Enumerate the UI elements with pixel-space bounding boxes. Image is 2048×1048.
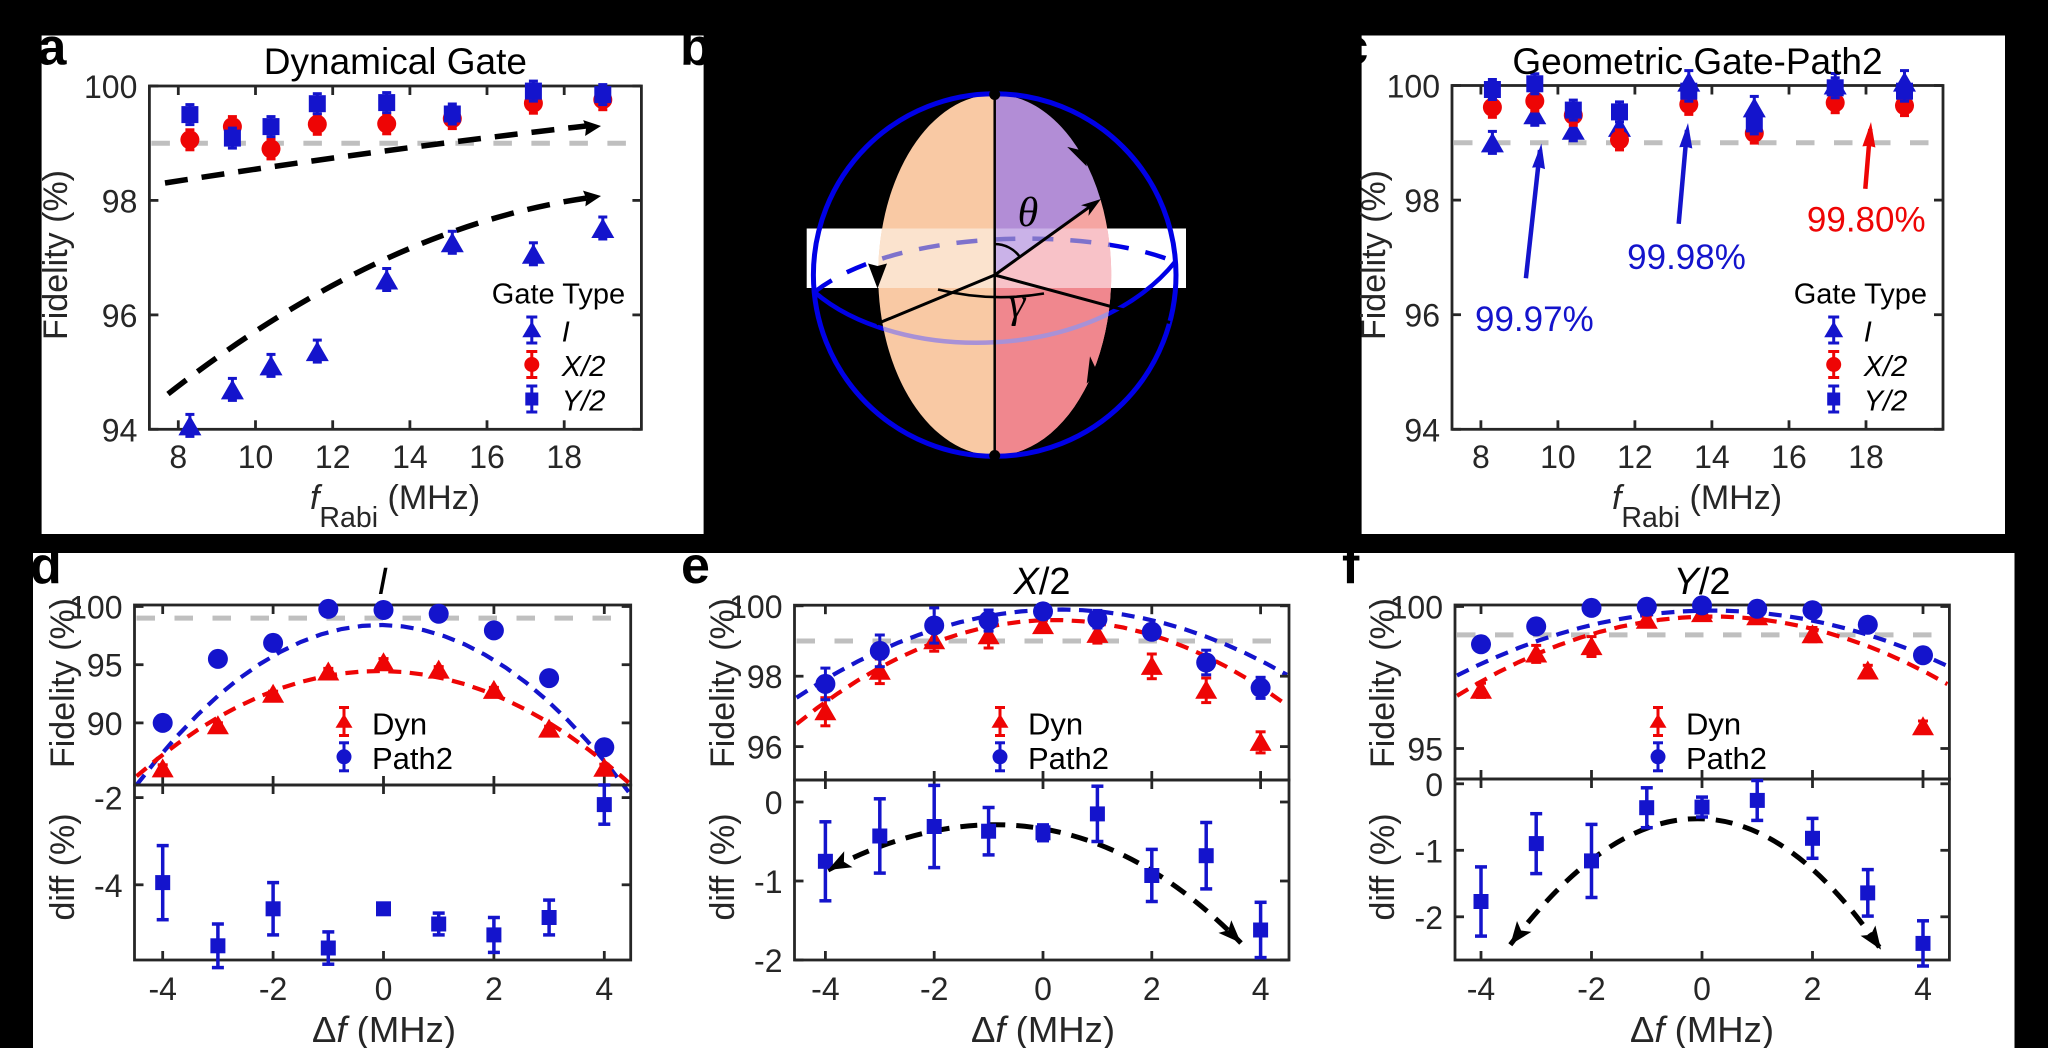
- svg-text:10: 10: [1540, 439, 1576, 475]
- svg-text:c: c: [1340, 19, 1369, 77]
- svg-text:Fidelity (%): Fidelity (%): [1355, 170, 1393, 340]
- svg-text:-2: -2: [920, 971, 948, 1007]
- svg-text:14: 14: [392, 439, 428, 475]
- svg-text:90: 90: [87, 706, 123, 742]
- svg-text:2: 2: [1804, 971, 1822, 1007]
- svg-text:98: 98: [1404, 183, 1440, 219]
- svg-text:b: b: [680, 19, 712, 77]
- svg-text:98: 98: [102, 183, 138, 219]
- svg-text:Geometric Gate-Path2: Geometric Gate-Path2: [1512, 41, 1882, 82]
- svg-text:X/2: X/2: [1863, 351, 1908, 383]
- svg-text:94: 94: [102, 412, 138, 448]
- svg-text:95: 95: [87, 648, 123, 684]
- svg-text:95: 95: [1407, 732, 1443, 768]
- svg-text:99.98%: 99.98%: [1627, 238, 1746, 277]
- svg-text:Y/2: Y/2: [1673, 561, 1730, 603]
- svg-text:10: 10: [238, 439, 274, 475]
- svg-text:θ: θ: [1018, 190, 1039, 236]
- svg-text:Dyn: Dyn: [1686, 707, 1741, 742]
- svg-text:14: 14: [1694, 439, 1730, 475]
- svg-text:e: e: [681, 537, 710, 595]
- svg-text:4: 4: [595, 971, 613, 1007]
- svg-text:96: 96: [102, 298, 138, 334]
- svg-text:18: 18: [546, 439, 582, 475]
- svg-text:100: 100: [69, 590, 122, 626]
- svg-text:-4: -4: [148, 971, 176, 1007]
- svg-text:fRabi (MHz): fRabi (MHz): [310, 479, 480, 534]
- svg-text:16: 16: [1771, 439, 1807, 475]
- svg-text:94: 94: [1404, 412, 1440, 448]
- svg-text:I: I: [377, 561, 388, 603]
- svg-text:Fidelity (%): Fidelity (%): [704, 598, 742, 768]
- svg-text:100: 100: [1390, 590, 1443, 626]
- svg-text:0: 0: [1034, 971, 1052, 1007]
- svg-text:100: 100: [729, 589, 782, 625]
- svg-text:Y/2: Y/2: [562, 386, 606, 418]
- svg-text:X/2: X/2: [561, 351, 606, 383]
- svg-text:X/2: X/2: [1012, 561, 1070, 603]
- svg-text:18: 18: [1848, 439, 1884, 475]
- svg-text:0: 0: [1693, 971, 1711, 1007]
- svg-text:0: 0: [765, 785, 783, 821]
- svg-text:100: 100: [1387, 69, 1440, 105]
- svg-text:2: 2: [485, 971, 503, 1007]
- svg-text:-4: -4: [94, 868, 122, 904]
- svg-text:fRabi (MHz): fRabi (MHz): [1612, 479, 1782, 534]
- svg-text:γ: γ: [1009, 281, 1027, 327]
- svg-text:Path2: Path2: [1028, 741, 1109, 776]
- svg-text:Path2: Path2: [372, 741, 453, 776]
- svg-text:-1: -1: [1415, 833, 1443, 869]
- svg-text:-4: -4: [811, 971, 839, 1007]
- svg-text:Δf (MHz): Δf (MHz): [1630, 1009, 1774, 1048]
- svg-text:96: 96: [1404, 298, 1440, 334]
- svg-text:0: 0: [375, 971, 393, 1007]
- svg-text:diff (%): diff (%): [44, 813, 82, 920]
- svg-text:0: 0: [1425, 767, 1443, 803]
- svg-text:-4: -4: [1467, 971, 1495, 1007]
- svg-text:Δf (MHz): Δf (MHz): [312, 1009, 456, 1048]
- svg-text:8: 8: [1472, 439, 1490, 475]
- svg-text:4: 4: [1252, 971, 1270, 1007]
- svg-text:Fidelity (%): Fidelity (%): [37, 170, 75, 340]
- svg-text:99.80%: 99.80%: [1807, 201, 1926, 240]
- svg-text:-2: -2: [754, 943, 782, 979]
- svg-text:I: I: [562, 317, 570, 349]
- svg-text:4: 4: [1914, 971, 1932, 1007]
- svg-text:d: d: [30, 537, 62, 595]
- svg-text:-2: -2: [94, 781, 122, 817]
- svg-text:12: 12: [1617, 439, 1653, 475]
- svg-text:8: 8: [169, 439, 187, 475]
- svg-text:Gate Type: Gate Type: [492, 279, 625, 311]
- svg-text:-2: -2: [1415, 900, 1443, 936]
- svg-text:Dynamical Gate: Dynamical Gate: [264, 41, 527, 82]
- svg-text:Y/2: Y/2: [1864, 386, 1908, 418]
- svg-text:12: 12: [315, 439, 351, 475]
- svg-text:a: a: [38, 19, 68, 77]
- svg-text:Path2: Path2: [1686, 741, 1767, 776]
- svg-text:98: 98: [747, 659, 783, 695]
- svg-text:99.97%: 99.97%: [1475, 300, 1594, 339]
- svg-text:16: 16: [469, 439, 505, 475]
- svg-text:-1: -1: [754, 864, 782, 900]
- svg-text:Fidelity (%): Fidelity (%): [1364, 598, 1402, 768]
- svg-text:I: I: [1864, 317, 1872, 349]
- svg-text:f: f: [1342, 537, 1360, 595]
- svg-text:Dyn: Dyn: [372, 707, 427, 742]
- svg-text:2: 2: [1143, 971, 1161, 1007]
- svg-text:Dyn: Dyn: [1028, 707, 1083, 742]
- svg-text:Fidelity (%): Fidelity (%): [44, 598, 82, 768]
- svg-text:96: 96: [747, 730, 783, 766]
- svg-text:100: 100: [84, 69, 137, 105]
- svg-text:diff (%): diff (%): [1364, 813, 1402, 920]
- svg-text:-2: -2: [259, 971, 287, 1007]
- svg-text:Gate Type: Gate Type: [1794, 279, 1927, 311]
- svg-text:diff (%): diff (%): [704, 813, 742, 920]
- svg-text:Δf (MHz): Δf (MHz): [971, 1009, 1115, 1048]
- svg-text:-2: -2: [1577, 971, 1605, 1007]
